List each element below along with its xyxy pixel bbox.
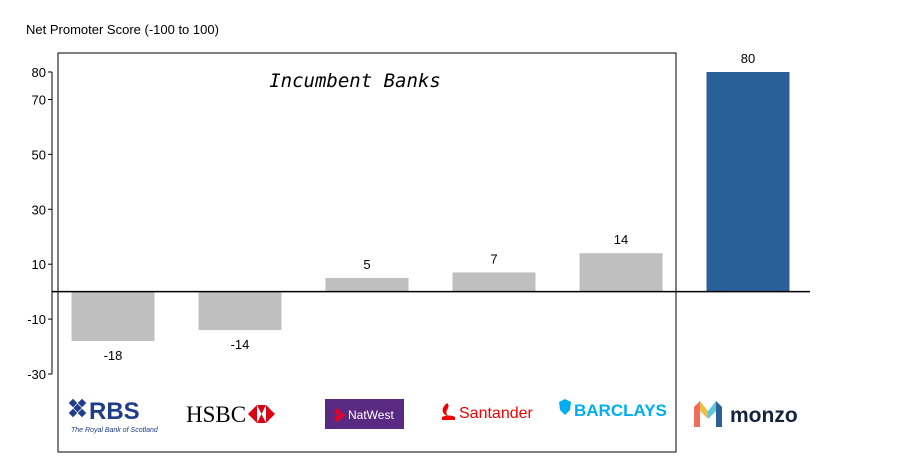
rbs-logo-text: RBS (89, 398, 140, 425)
barclays-logo: BARCLAYS (559, 399, 667, 420)
y-tick-label: 70 (32, 92, 46, 107)
bar-monzo (706, 72, 790, 292)
bar-hsbc (198, 291, 282, 331)
natwest-logo-text: NatWest (348, 408, 394, 422)
natwest-cubes-icon (333, 407, 346, 423)
barclays-eagle-icon (559, 399, 571, 415)
hsbc-logo: HSBC (186, 402, 275, 427)
santander-logo: Santander (442, 403, 534, 422)
y-tick-label: -30 (27, 367, 46, 382)
rbs-logo: RBS The Royal Bank of Scotland (68, 398, 159, 434)
y-tick-label: 80 (32, 65, 46, 80)
incumbent-banks-box (57, 52, 677, 453)
monzo-logo-text: monzo (730, 404, 798, 427)
bar-natwest (325, 277, 409, 292)
bars-layer (71, 72, 790, 342)
data-label-hsbc: -14 (231, 337, 250, 352)
y-axis-label: Net Promoter Score (-100 to 100) (26, 22, 219, 37)
y-tick-label: 50 (32, 147, 46, 162)
y-axis: -30 -10 10 30 50 70 80 (27, 65, 810, 382)
hsbc-logo-text: HSBC (186, 402, 246, 427)
rbs-logo-tagline: The Royal Bank of Scotland (71, 427, 159, 434)
santander-flame-icon (442, 403, 455, 420)
y-tick-label: 30 (32, 202, 46, 217)
natwest-logo: NatWest (325, 399, 404, 429)
bar-santander (452, 272, 536, 292)
rbs-daisy-icon (68, 398, 87, 418)
data-label-barclays: 14 (614, 232, 628, 247)
data-label-rbs: -18 (104, 348, 123, 363)
y-tick-label: -10 (27, 312, 46, 327)
data-labels-layer: -18 -14 5 7 14 80 (104, 51, 756, 363)
incumbent-banks-title: Incumbent Banks (269, 70, 441, 92)
data-label-santander: 7 (490, 251, 497, 266)
data-label-natwest: 5 (363, 257, 370, 272)
data-label-monzo: 80 (741, 51, 755, 66)
barclays-logo-text: BARCLAYS (574, 401, 667, 420)
bar-rbs (71, 291, 155, 342)
santander-logo-text: Santander (459, 405, 534, 422)
monzo-m-icon (694, 401, 722, 427)
y-tick-label: 10 (32, 257, 46, 272)
monzo-logo: monzo (694, 401, 798, 427)
hsbc-hexagon-icon (248, 405, 275, 423)
bar-barclays (579, 253, 663, 292)
